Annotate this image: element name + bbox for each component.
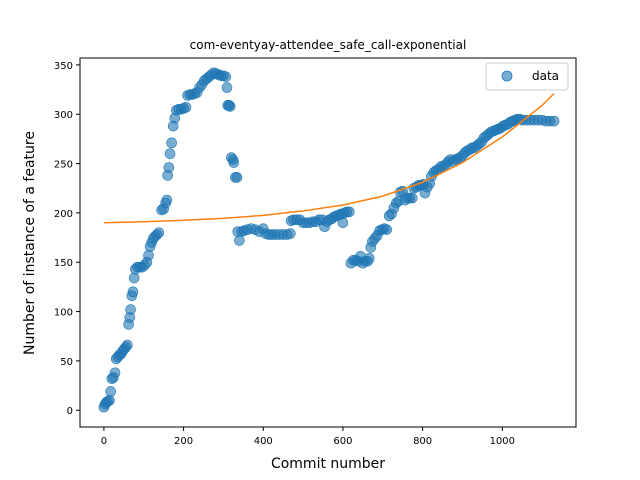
data-point [344, 206, 355, 218]
data-point [363, 252, 375, 264]
data-point [234, 235, 245, 246]
data-point [406, 192, 418, 204]
data-point [161, 194, 173, 206]
x-tick-label: 600 [333, 436, 352, 447]
legend-label-data: data [532, 69, 559, 83]
y-tick-label: 100 [54, 308, 73, 319]
data-point [231, 172, 243, 183]
y-tick-label: 150 [54, 258, 73, 269]
chart-title: com-eventyay-attendee_safe_call-exponent… [190, 38, 467, 52]
y-tick-label: 250 [54, 160, 73, 171]
data-point [128, 272, 140, 284]
y-tick-label: 50 [60, 357, 73, 368]
y-tick-label: 0 [67, 406, 73, 417]
data-point [166, 137, 177, 149]
y-axis-title: Number of instance of a feature [22, 131, 38, 355]
plot-area [98, 67, 560, 413]
data-point [125, 304, 136, 315]
data-point [381, 224, 393, 235]
axes: 0 200 400 600 800 1000 0 50 100 150 200 250 300 350 [54, 57, 577, 447]
data-point [104, 395, 115, 406]
data-point [164, 148, 176, 159]
data-point [105, 386, 116, 397]
data-point [180, 102, 192, 113]
data-point [153, 227, 165, 238]
data-point [548, 115, 560, 127]
legend-marker-data [501, 70, 513, 82]
x-tick-label: 1000 [490, 436, 515, 447]
y-tick-label: 350 [54, 61, 73, 72]
data-point [228, 157, 240, 168]
data-point [122, 339, 133, 351]
axes-frame [79, 57, 577, 428]
x-tick-label: 400 [254, 436, 273, 447]
data-point [127, 286, 139, 298]
x-axis-title: Commit number [271, 456, 385, 472]
x-tick-label: 800 [413, 436, 432, 447]
legend: data [485, 62, 569, 91]
x-tick-label: 0 [101, 436, 107, 447]
data-point [337, 217, 349, 229]
legend-box [485, 62, 569, 91]
data-point [285, 228, 296, 239]
y-tick-label: 200 [54, 209, 73, 220]
data-point [221, 82, 233, 93]
data-point [220, 71, 232, 83]
fit-curve-line [103, 92, 555, 224]
y-tick-label: 300 [54, 110, 73, 121]
data-point [224, 101, 236, 112]
x-tick-label: 200 [174, 436, 193, 447]
data-point [109, 367, 121, 379]
data-point [163, 162, 175, 173]
data-point [143, 250, 154, 261]
